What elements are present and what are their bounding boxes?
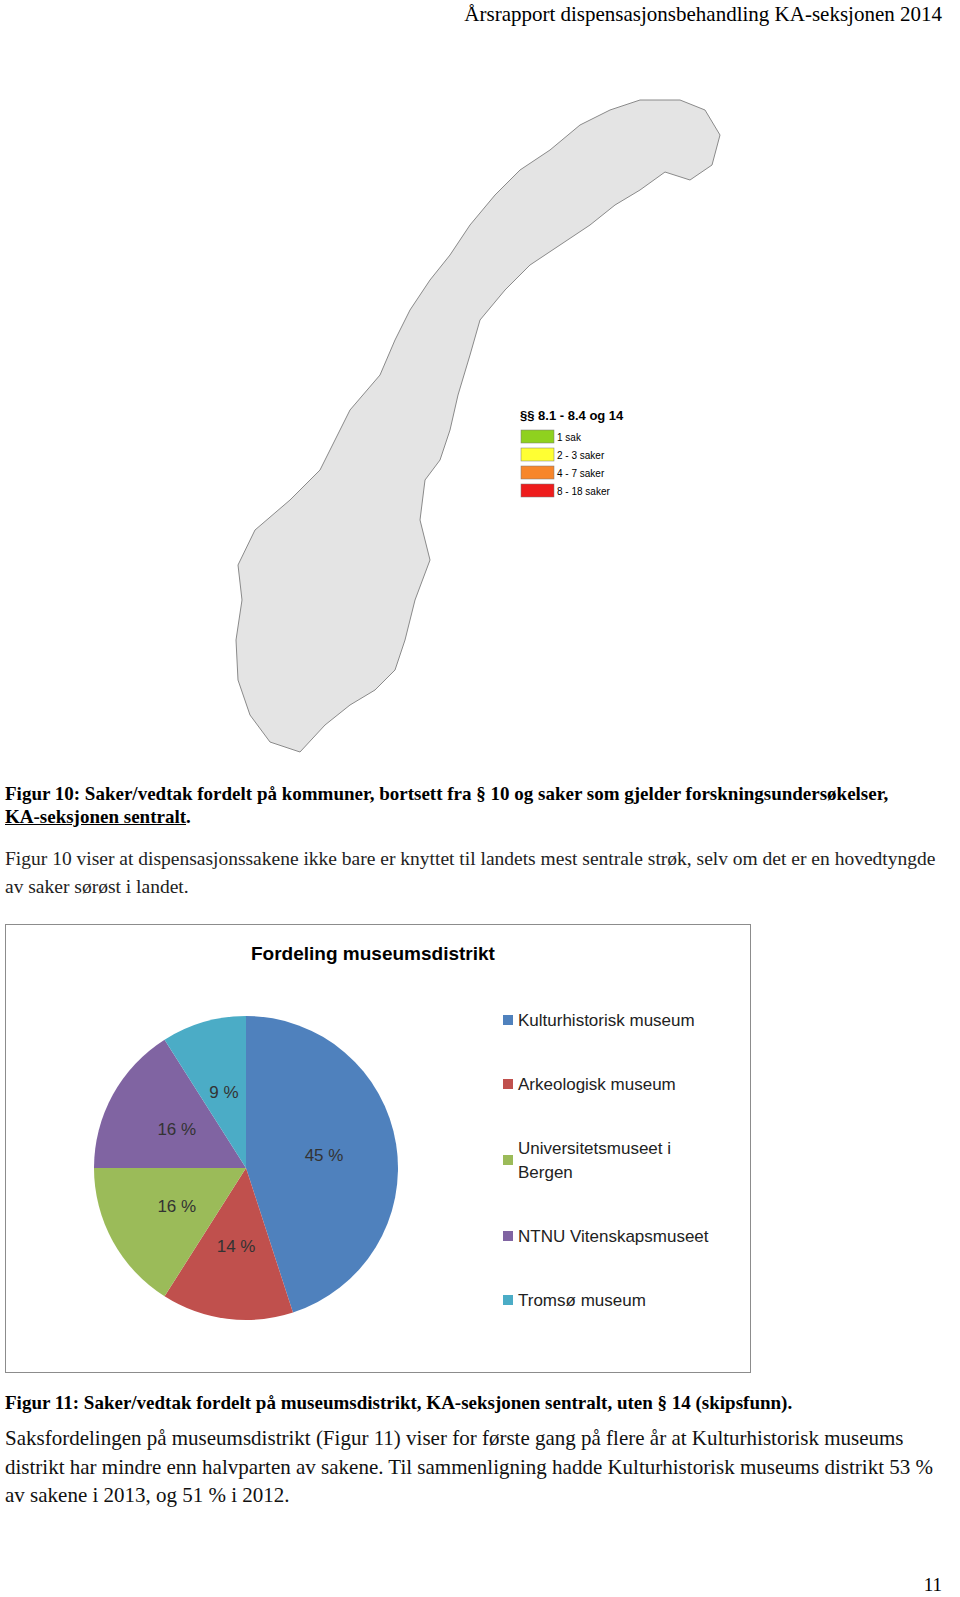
html-text:Saksfordelingen på museumsdist: Saksfordelingen på museumsdistrikt (Figu…: [5, 1426, 933, 1507]
svg-text:4 - 7 saker: 4 - 7 saker: [557, 468, 605, 479]
svg-text:Fordeling museumsdistrikt: Fordeling museumsdistrikt: [251, 943, 496, 964]
svg-text:§§ 8.1 - 8.4 og 14: §§ 8.1 - 8.4 og 14: [520, 408, 624, 423]
html-text:11: 11: [923, 1574, 942, 1595]
svg-text:Universitetsmuseet i: Universitetsmuseet i: [518, 1139, 676, 1158]
svg-text:NTNU Vitenskapsmuseet: NTNU Vitenskapsmuseet: [518, 1227, 709, 1246]
svg-text:45 %: 45 %: [305, 1146, 344, 1165]
svg-text:Tromsø museum: Tromsø museum: [518, 1291, 646, 1310]
svg-text:2 - 3 saker: 2 - 3 saker: [557, 450, 605, 461]
svg-text:16 %: 16 %: [157, 1197, 196, 1216]
html-text:Figur 11: Saker/vedtak fordelt: Figur 11: Saker/vedtak fordelt på museum…: [5, 1392, 793, 1413]
svg-text:Kulturhistorisk museum: Kulturhistorisk museum: [518, 1011, 695, 1030]
html-text:Figur 10 viser at dispensasjon: Figur 10 viser at dispensasjonssakene ik…: [5, 848, 936, 897]
html-text:Figur 10: Saker/vedtak fordelt: Figur 10: Saker/vedtak fordelt på kommun…: [5, 783, 889, 804]
svg-text:1 sak: 1 sak: [557, 432, 582, 443]
svg-text:16 %: 16 %: [157, 1120, 196, 1139]
html-text:Årsrapport dispensasjonsbehand: Årsrapport dispensasjonsbehandling KA-se…: [464, 2, 942, 26]
svg-text:14 %: 14 %: [217, 1237, 256, 1256]
svg-text:Bergen: Bergen: [518, 1163, 573, 1182]
svg-text:8 - 18 saker: 8 - 18 saker: [557, 486, 610, 497]
svg-text:9 %: 9 %: [209, 1083, 238, 1102]
svg-text:Arkeologisk museum: Arkeologisk museum: [518, 1075, 676, 1094]
html-text:KA-seksjonen sentralt.: KA-seksjonen sentralt.: [5, 806, 191, 827]
